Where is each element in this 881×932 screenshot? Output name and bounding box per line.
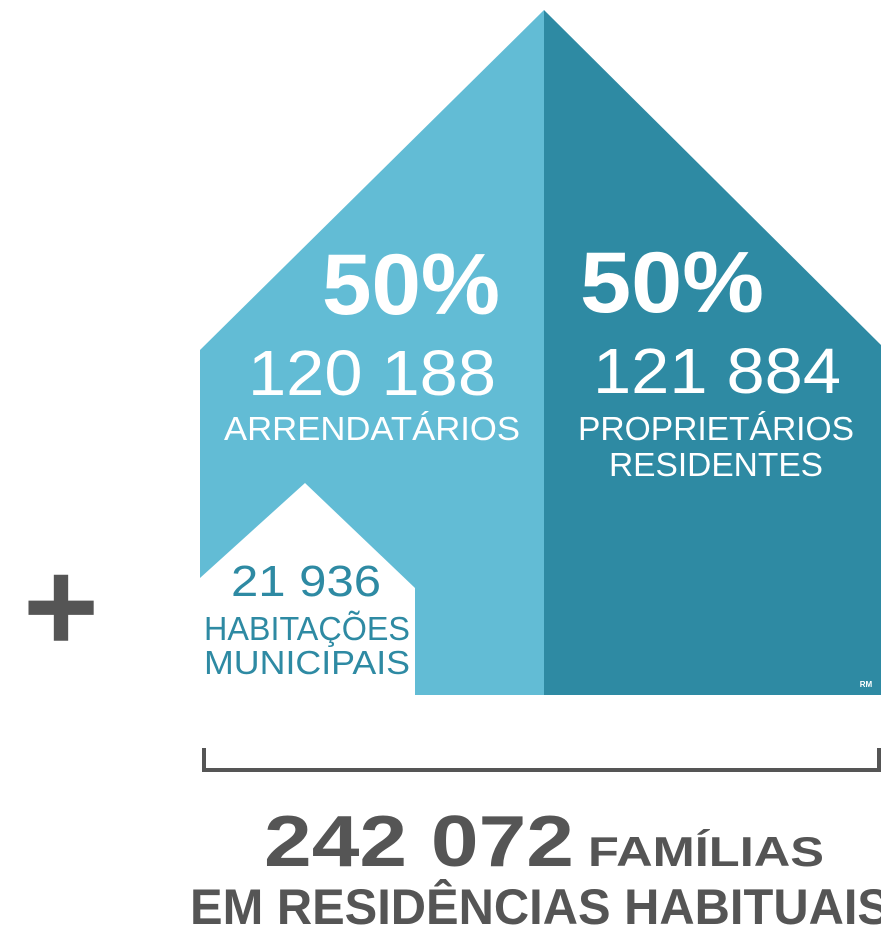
total-caption: EM RESIDÊNCIAS HABITUAIS xyxy=(190,879,881,932)
house-right xyxy=(544,10,881,695)
small-house xyxy=(200,483,415,695)
left-label: ARRENDATÁRIOS xyxy=(224,410,520,447)
right-percent: 50% xyxy=(580,235,764,331)
right-number: 121 884 xyxy=(593,335,841,407)
bracket xyxy=(202,748,881,772)
left-percent: 50% xyxy=(322,237,500,333)
right-label: RESIDENTES xyxy=(609,446,823,483)
plus-sign: + xyxy=(23,533,99,679)
total-number: 242 072 xyxy=(264,802,574,882)
municipal-number: 21 936 xyxy=(231,557,381,606)
municipal-label: HABITAÇÕES xyxy=(204,610,410,647)
municipal-label: MUNICIPAIS xyxy=(204,644,410,681)
logo: RM xyxy=(860,680,873,689)
left-number: 120 188 xyxy=(248,337,496,409)
right-label: PROPRIETÁRIOS xyxy=(578,410,854,447)
total-unit: FAMÍLIAS xyxy=(588,828,824,875)
